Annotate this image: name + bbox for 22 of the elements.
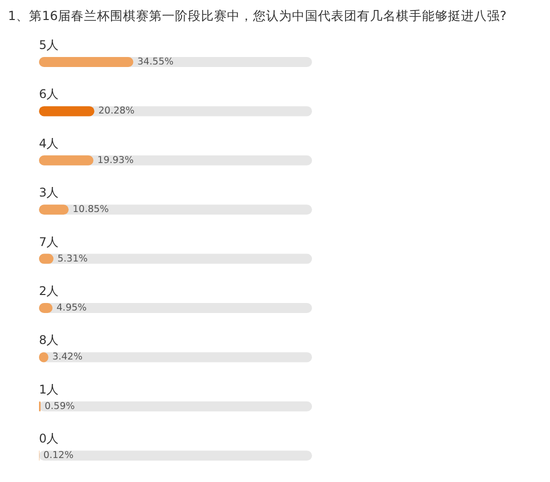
bar — [39, 106, 94, 116]
y-tick-label: 3人 — [39, 186, 59, 200]
data-label: 20.28% — [98, 106, 135, 117]
y-tick-label: 1人 — [39, 382, 59, 396]
bar — [39, 155, 94, 166]
bar — [39, 204, 69, 215]
chart-title: 1、第16届春兰杯围棋赛第一阶段比赛中，您认为中国代表团有几名棋手能够挺进八强? — [8, 8, 506, 23]
data-label: 5.31% — [57, 253, 88, 264]
y-tick-label: 5人 — [39, 38, 59, 52]
data-label: 0.12% — [43, 450, 74, 462]
data-label: 19.93% — [97, 154, 134, 166]
data-label: 0.59% — [44, 400, 75, 412]
y-tick-label: 8人 — [39, 333, 59, 348]
y-tick-label: 4人 — [39, 136, 59, 150]
y-tick-label: 2人 — [39, 284, 59, 298]
data-label: 10.85% — [72, 204, 109, 216]
y-tick-label: 7人 — [39, 234, 59, 249]
data-label: 34.55% — [137, 56, 174, 68]
y-tick-label: 6人 — [39, 87, 59, 102]
data-label: 3.42% — [52, 352, 83, 363]
y-tick-label: 0人 — [39, 432, 59, 446]
data-label: 4.95% — [56, 302, 87, 314]
